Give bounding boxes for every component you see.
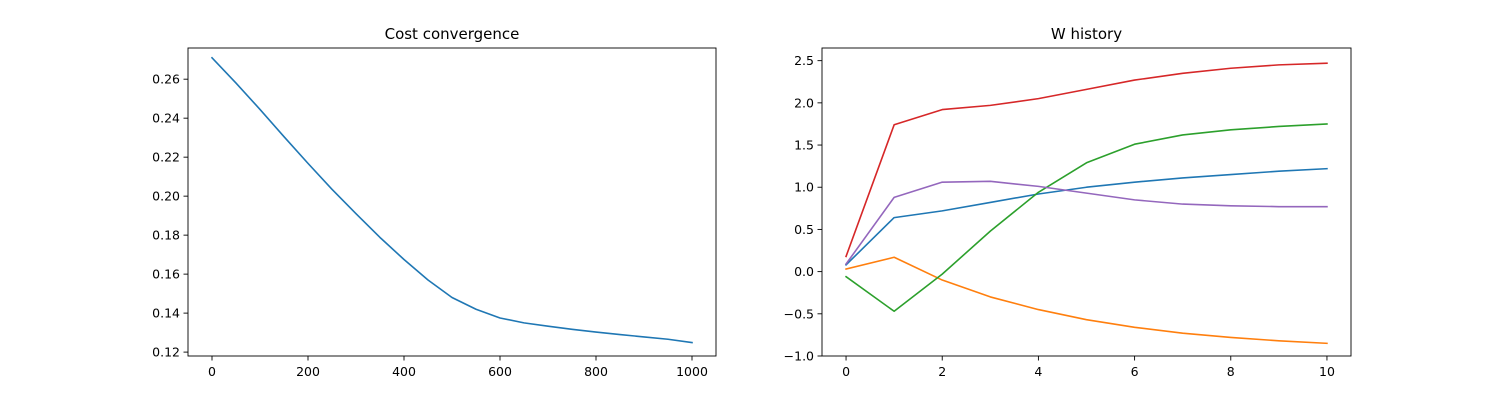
- w-history-y-tick-label: 0.5: [794, 222, 814, 237]
- w-history-series-2-line: [845, 256, 1328, 345]
- cost-y-tick-label: 0.14: [152, 306, 180, 321]
- cost-y-tick-label: 0.26: [152, 72, 180, 87]
- w-history-y-tick-label: 0.0: [794, 264, 814, 279]
- w-history-x-tick-label: 2: [938, 364, 946, 379]
- w-history-series-1-line: [844, 167, 1328, 267]
- cost-y-tick-label: 0.18: [152, 228, 180, 243]
- cost-x-tick-label: 800: [584, 364, 608, 379]
- w-history-axes: W history 0 2 4 6 8 10 −1.0 −0.5 0.0 0.5 1.0 1.5 2.0 2…: [784, 25, 1352, 379]
- w-history-y-tick-label: −1.0: [784, 349, 814, 364]
- w-history-y-tick-label: 2.0: [794, 95, 814, 110]
- cost-y-tick-label: 0.22: [152, 150, 180, 165]
- w-history-y-tick-label: −0.5: [784, 306, 814, 321]
- w-history-series-5-line: [844, 180, 1328, 266]
- w-history-axes-frame: [821, 47, 1352, 357]
- cost-convergence-axes: Cost convergence 0 200 400 600 800 1000 0.12 0.1…: [152, 25, 717, 379]
- cost-x-tick-label: 1000: [676, 364, 708, 379]
- w-history-series-3-line: [844, 123, 1328, 313]
- w-history-title: W history: [1051, 25, 1122, 43]
- cost-y-tick-label: 0.20: [152, 189, 180, 204]
- w-history-y-tick-label: 1.5: [794, 138, 814, 153]
- cost-x-tick-label: 200: [296, 364, 320, 379]
- w-history-series-4-line: [845, 62, 1328, 258]
- w-history-x-tick-label: 10: [1319, 364, 1335, 379]
- w-history-x-tick-label: 0: [842, 364, 850, 379]
- w-history-x-tick-label: 4: [1034, 364, 1042, 379]
- cost-x-tick-label: 400: [392, 364, 416, 379]
- cost-x-tick-label: 600: [488, 364, 512, 379]
- cost-y-tick-label: 0.16: [152, 267, 180, 282]
- cost-y-tick-label: 0.24: [152, 111, 180, 126]
- cost-x-tick-label: 0: [208, 364, 216, 379]
- w-history-y-tick-label: 1.0: [794, 180, 814, 195]
- w-history-y-tick-label: 2.5: [794, 53, 814, 68]
- w-history-x-tick-label: 6: [1131, 364, 1139, 379]
- w-history-x-tick-label: 8: [1227, 364, 1235, 379]
- cost-title: Cost convergence: [385, 25, 520, 43]
- cost-series-1-line: [210, 56, 693, 344]
- cost-axes-frame: [187, 47, 717, 357]
- cost-y-tick-label: 0.12: [152, 345, 180, 360]
